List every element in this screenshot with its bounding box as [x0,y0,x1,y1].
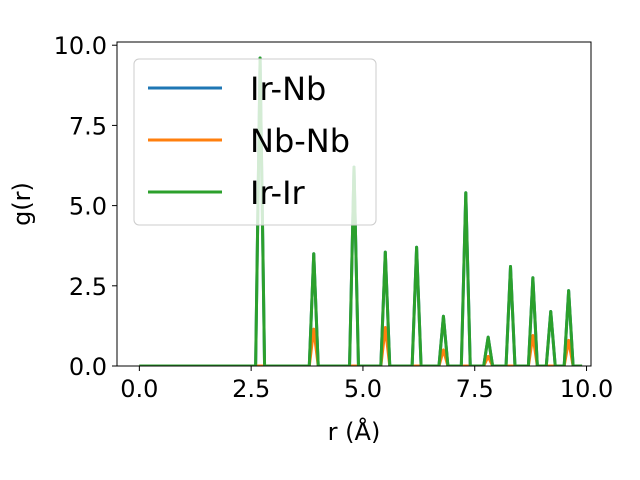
legend-label-ir-nb: Ir-Nb [250,70,326,108]
legend-box [133,58,377,226]
y-tick-label: 5.0 [69,193,107,221]
axes-frame [116,41,592,367]
y-tick-label: 10.0 [54,32,107,60]
x-tick-label: 2.5 [232,375,270,403]
x-tick-label: 10.0 [560,375,613,403]
x-axis-label: r (Å) [328,417,381,446]
legend: Ir-Nb Nb-Nb Ir-Ir [133,58,377,226]
x-tick-label: 5.0 [344,375,382,403]
y-tick-label: 7.5 [69,112,107,140]
y-tick-label: 2.5 [69,273,107,301]
axes: 0.0 2.5 5.0 7.5 10.0 0.0 2.5 5.0 7.5 10.0 r (Å) g(r… [8,32,613,446]
legend-label-nb-nb: Nb-Nb [250,122,350,160]
x-tick-label: 7.5 [456,375,494,403]
x-tick-label: 0.0 [120,375,158,403]
legend-label-ir-ir: Ir-Ir [250,174,306,212]
y-axis-label: g(r) [8,182,36,226]
y-tick-label: 0.0 [69,353,107,381]
